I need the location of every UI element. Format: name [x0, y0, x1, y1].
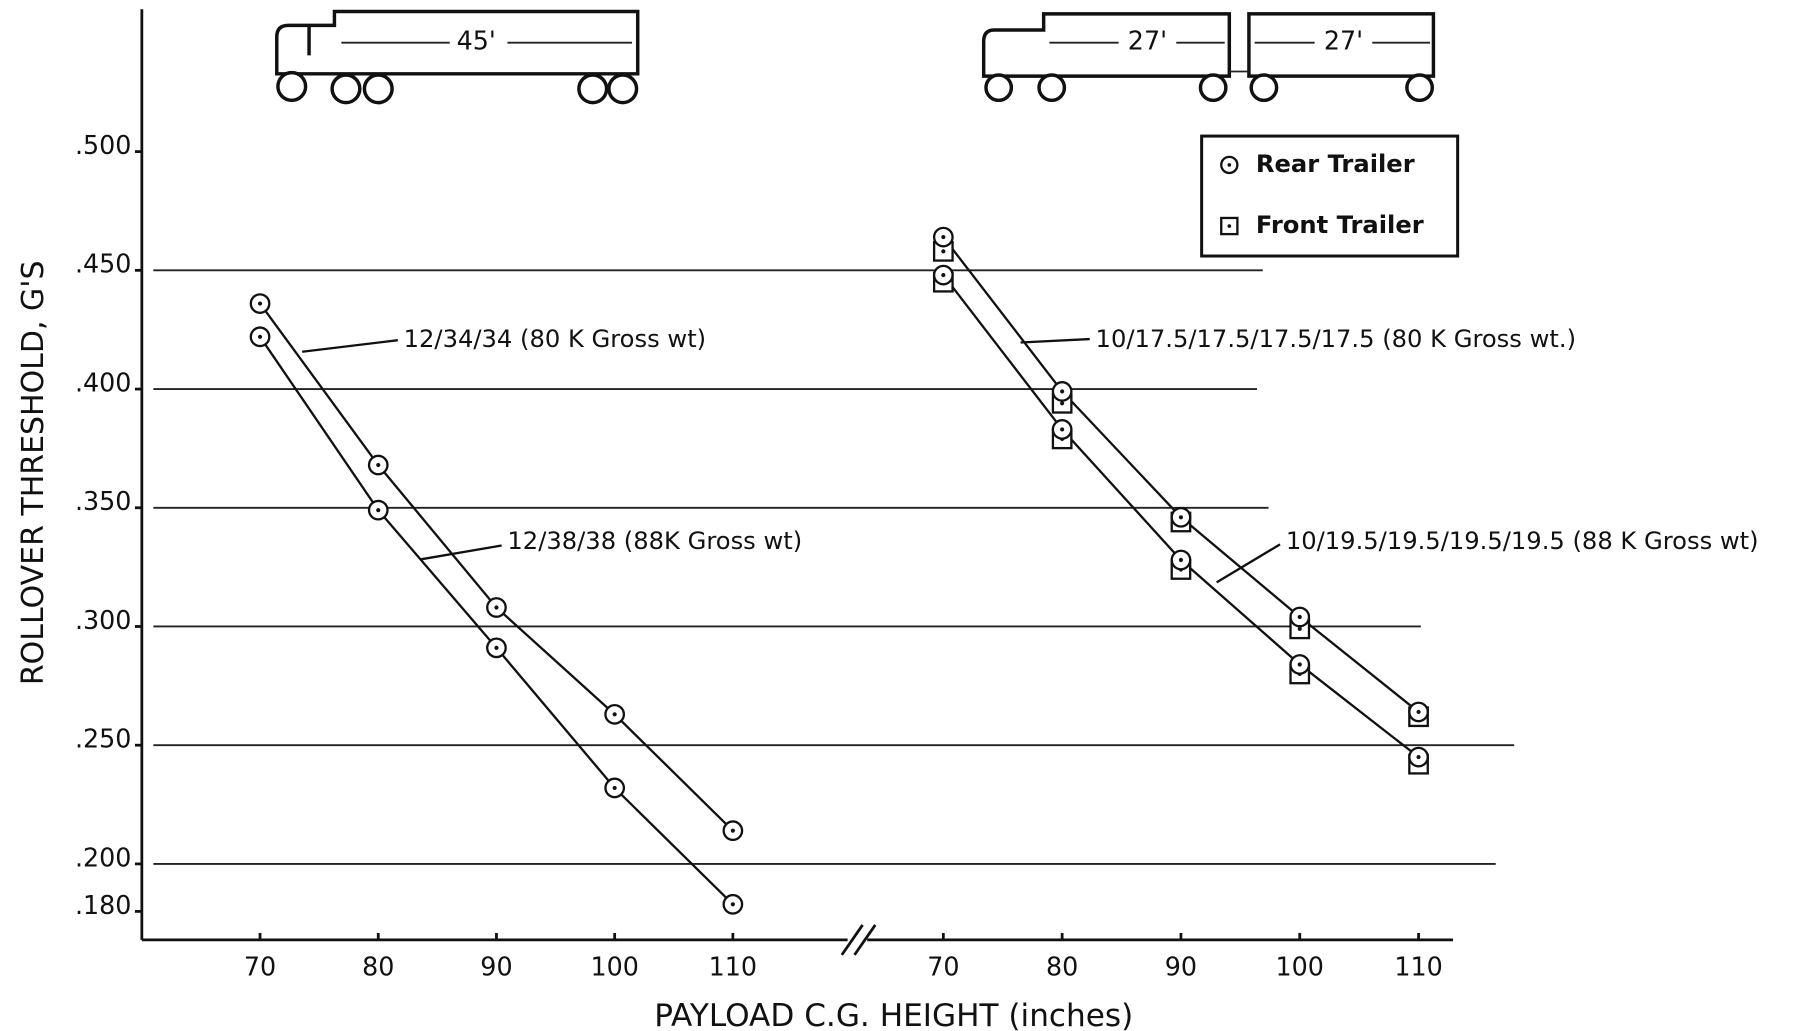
leader-line: [302, 339, 398, 353]
x-tick-label: 80: [1046, 952, 1078, 982]
legend: [1200, 134, 1460, 258]
tractor-semitrailer: [275, 9, 640, 105]
x-tick-label: 110: [709, 952, 757, 982]
x-tick-label: 80: [362, 952, 394, 982]
marker-dot: [1178, 515, 1184, 520]
leader-line: [420, 544, 502, 561]
series-label: 12/34/34 (80 K Gross wt): [404, 325, 707, 353]
doubles-truck: [981, 12, 1436, 103]
marker-dot: [612, 785, 617, 791]
series-line: [259, 302, 734, 832]
y-tick-label: .350: [75, 486, 131, 516]
x-tick-label: 90: [480, 952, 512, 982]
marker-dot: [257, 301, 263, 306]
marker-dot: [1060, 401, 1065, 406]
axis-break: [840, 924, 864, 956]
y-tick-label: .200: [75, 842, 131, 872]
y-tick-label: .450: [75, 249, 131, 279]
series-line: [942, 236, 1420, 713]
legend-label: Rear Trailer: [1256, 150, 1415, 178]
x-tick-label: 100: [590, 952, 638, 982]
marker-dot: [1227, 163, 1232, 167]
legend-label: Front Trailer: [1256, 211, 1424, 239]
y-tick-label: .180: [75, 890, 131, 920]
truck-length: 27': [1324, 26, 1363, 56]
marker-dot: [257, 334, 263, 339]
y-tick-label: .250: [75, 724, 131, 754]
marker-dot: [941, 249, 946, 254]
marker-dot: [376, 508, 381, 513]
marker-dot: [1178, 557, 1184, 563]
marker-dot: [376, 462, 381, 468]
series-line: [259, 336, 734, 906]
series-label: 10/19.5/19.5/19.5/19.5 (88 K Gross wt): [1286, 527, 1759, 555]
marker-dot: [1297, 662, 1302, 667]
x-axis-label: PAYLOAD C.G. HEIGHT (inches): [654, 998, 1133, 1031]
series-label: 10/17.5/17.5/17.5/17.5 (80 K Gross wt.): [1096, 325, 1576, 353]
y-axis-label: ROLLOVER THRESHOLD, G'S: [16, 261, 51, 686]
marker-dot: [730, 828, 735, 833]
axis-break: [853, 924, 877, 956]
marker-dot: [1227, 224, 1232, 228]
marker-dot: [941, 273, 946, 278]
marker-dot: [730, 902, 735, 907]
leader-line: [1020, 337, 1090, 344]
series-label: 12/38/38 (88K Gross wt): [507, 527, 802, 555]
truck-length: 27': [1128, 26, 1167, 56]
x-tick-label: 90: [1165, 952, 1197, 982]
leader-line: [1216, 543, 1281, 584]
marker-dot: [612, 712, 617, 717]
x-tick-label: 70: [927, 952, 959, 982]
x-tick-label: 110: [1394, 952, 1442, 982]
marker-dot: [1297, 626, 1302, 631]
y-tick-label: .300: [75, 605, 131, 635]
marker-dot: [1060, 427, 1065, 432]
marker-dot: [494, 605, 499, 610]
x-tick-label: 70: [244, 952, 276, 982]
truck-length: 45': [457, 26, 496, 56]
marker-dot: [1416, 754, 1421, 760]
marker-dot: [1060, 389, 1065, 394]
y-tick-label: .400: [75, 367, 131, 397]
marker-dot: [1297, 614, 1302, 620]
marker-dot: [494, 645, 499, 650]
marker-dot: [941, 235, 946, 240]
marker-dot: [1416, 709, 1421, 715]
x-tick-label: 100: [1276, 952, 1324, 982]
y-tick-label: .500: [75, 130, 131, 160]
